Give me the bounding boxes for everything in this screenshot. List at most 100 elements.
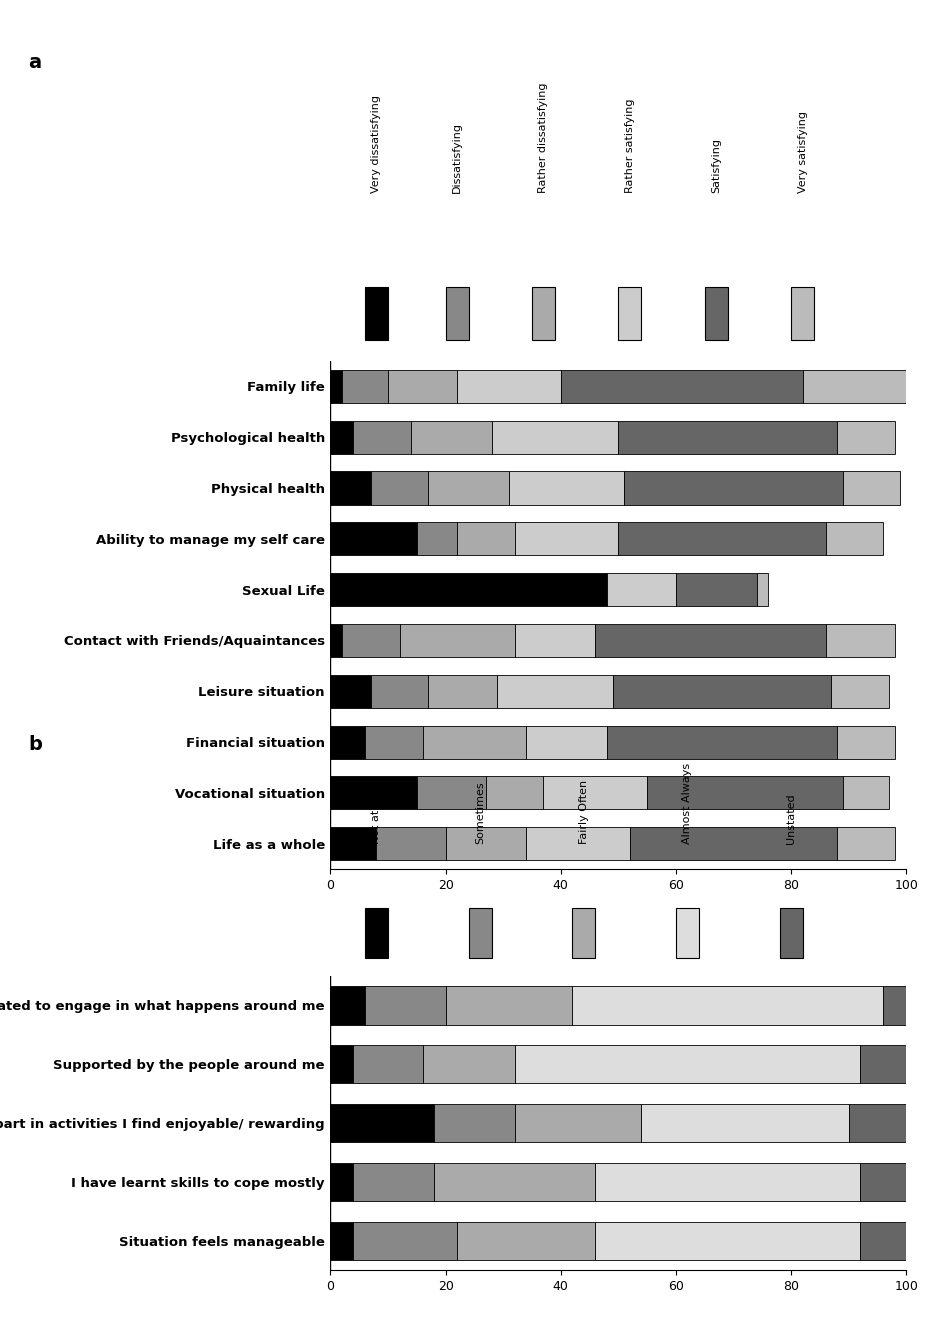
Bar (648, 777, 843, 809)
Bar (791, 286, 814, 340)
Bar (802, 370, 906, 402)
Bar (607, 574, 676, 606)
Bar (676, 908, 699, 957)
Bar (417, 777, 486, 809)
Bar (780, 908, 802, 957)
Text: Very dissatisfying: Very dissatisfying (372, 95, 381, 193)
Bar (423, 1046, 514, 1083)
Bar (353, 1163, 434, 1201)
Text: Very satisfying: Very satisfying (798, 111, 807, 193)
Bar (342, 370, 388, 402)
Bar (330, 1104, 434, 1142)
Bar (860, 1046, 906, 1083)
Bar (676, 574, 756, 606)
Text: Almost Always: Almost Always (683, 763, 692, 845)
Bar (704, 286, 728, 340)
Bar (330, 472, 371, 504)
Bar (526, 726, 607, 758)
Bar (330, 370, 342, 402)
Bar (399, 624, 514, 656)
Bar (860, 1163, 906, 1201)
Bar (423, 726, 526, 758)
Bar (837, 726, 895, 758)
Bar (388, 370, 457, 402)
Bar (330, 987, 365, 1024)
Bar (832, 675, 889, 707)
Bar (353, 421, 411, 453)
Bar (756, 574, 768, 606)
Bar (544, 777, 648, 809)
Bar (572, 987, 884, 1024)
Text: Fairly Often: Fairly Often (579, 781, 589, 845)
Bar (330, 675, 371, 707)
Bar (596, 1222, 860, 1259)
Bar (330, 777, 417, 809)
Bar (618, 523, 826, 555)
Text: Dissatisfying: Dissatisfying (452, 122, 462, 193)
Bar (514, 1046, 860, 1083)
Bar (446, 286, 468, 340)
Bar (572, 908, 596, 957)
Bar (607, 726, 837, 758)
Bar (330, 421, 353, 453)
Bar (849, 1104, 906, 1142)
Bar (884, 987, 906, 1024)
Bar (434, 1163, 596, 1201)
Bar (514, 1104, 641, 1142)
Bar (624, 472, 843, 504)
Bar (596, 624, 826, 656)
Bar (509, 472, 624, 504)
Bar (532, 286, 555, 340)
Bar (377, 828, 446, 860)
Bar (561, 370, 802, 402)
Bar (630, 828, 837, 860)
Bar (860, 1222, 906, 1259)
Text: Sometimes: Sometimes (475, 782, 485, 845)
Bar (526, 828, 630, 860)
Bar (330, 574, 607, 606)
Bar (486, 777, 544, 809)
Bar (417, 523, 457, 555)
Bar (330, 1222, 353, 1259)
Bar (411, 421, 492, 453)
Bar (342, 624, 399, 656)
Bar (457, 1222, 596, 1259)
Text: a: a (28, 53, 42, 72)
Bar (457, 523, 514, 555)
Bar (365, 726, 423, 758)
Bar (353, 1222, 457, 1259)
Bar (365, 987, 446, 1024)
Bar (330, 1046, 353, 1083)
Bar (826, 523, 884, 555)
Bar (618, 286, 641, 340)
Bar (837, 421, 895, 453)
Bar (843, 777, 889, 809)
Text: Unstated: Unstated (786, 794, 796, 845)
Bar (330, 726, 365, 758)
Bar (371, 472, 429, 504)
Bar (468, 908, 492, 957)
Bar (429, 472, 509, 504)
Bar (365, 286, 388, 340)
Bar (330, 828, 377, 860)
Bar (429, 675, 497, 707)
Text: Not at all: Not at all (372, 793, 381, 845)
Bar (353, 1046, 423, 1083)
Text: Rather dissatisfying: Rather dissatisfying (538, 82, 548, 193)
Bar (618, 421, 837, 453)
Bar (434, 1104, 514, 1142)
Bar (365, 908, 388, 957)
Bar (641, 1104, 849, 1142)
Bar (837, 828, 895, 860)
Text: Satisfying: Satisfying (711, 138, 721, 193)
Bar (446, 987, 572, 1024)
Bar (457, 370, 561, 402)
Bar (330, 1163, 353, 1201)
Bar (497, 675, 613, 707)
Bar (330, 523, 417, 555)
Bar (330, 624, 342, 656)
Bar (613, 675, 832, 707)
Bar (492, 421, 618, 453)
Bar (514, 523, 618, 555)
Bar (514, 624, 596, 656)
